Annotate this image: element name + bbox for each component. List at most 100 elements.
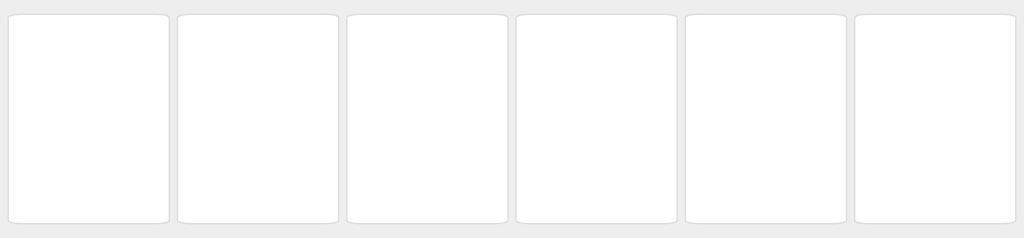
Bar (305, 57, 316, 76)
Bar (886, 24, 897, 33)
Bar (292, 105, 303, 124)
Bar (969, 104, 979, 113)
Bar (953, 92, 965, 101)
Bar (565, 121, 583, 139)
Bar (815, 83, 829, 95)
Bar (279, 33, 290, 52)
Bar (47, 146, 62, 158)
Bar (935, 138, 946, 147)
Bar (546, 121, 563, 139)
Bar (200, 129, 211, 148)
Bar (226, 57, 238, 76)
Bar (745, 54, 760, 65)
Bar (969, 75, 979, 84)
Bar (438, 46, 449, 62)
Bar (200, 57, 211, 76)
Bar (811, 121, 825, 132)
Bar (953, 118, 965, 128)
Bar (365, 153, 397, 161)
Bar (265, 105, 278, 124)
FancyBboxPatch shape (516, 14, 677, 224)
Bar (128, 131, 143, 143)
Bar (357, 69, 369, 85)
Bar (941, 10, 952, 19)
Bar (723, 136, 737, 148)
Bar (370, 92, 380, 109)
Bar (821, 95, 835, 107)
Bar (239, 81, 251, 100)
Bar (250, 156, 266, 170)
Bar (988, 72, 999, 81)
Bar (974, 24, 984, 33)
Bar (906, 12, 918, 22)
Bar (591, 121, 608, 139)
Bar (697, 95, 711, 107)
Bar (964, 17, 975, 27)
Text: # Rows: 5  |  # Seats: 50: # Rows: 5 | # Seats: 50 (547, 208, 646, 217)
Bar (81, 26, 96, 38)
Bar (802, 146, 815, 158)
Text: # Rows: 6  |  # Seats: 72: # Rows: 6 | # Seats: 72 (886, 208, 985, 217)
Bar (906, 92, 916, 101)
Bar (877, 62, 888, 72)
FancyBboxPatch shape (685, 14, 847, 224)
Bar (486, 46, 497, 62)
Bar (630, 99, 648, 117)
Bar (759, 18, 773, 30)
FancyBboxPatch shape (177, 14, 339, 224)
Bar (610, 77, 629, 95)
Bar (239, 57, 251, 76)
Bar (200, 105, 211, 124)
Bar (935, 35, 946, 44)
Bar (864, 52, 876, 61)
Bar (565, 33, 583, 51)
Bar (26, 71, 41, 84)
Bar (47, 38, 62, 50)
Bar (925, 138, 936, 147)
Bar (772, 89, 786, 100)
Text: # Seats: 20: # Seats: 20 (66, 208, 113, 217)
Bar (252, 81, 264, 100)
Bar (200, 81, 211, 100)
Bar (265, 57, 278, 76)
Bar (414, 69, 425, 85)
Bar (81, 158, 96, 170)
Bar (382, 92, 392, 109)
Bar (940, 61, 951, 70)
FancyBboxPatch shape (855, 14, 1016, 224)
Bar (919, 10, 929, 19)
Bar (967, 46, 978, 55)
Bar (565, 99, 583, 117)
Bar (759, 163, 773, 174)
Bar (930, 9, 941, 18)
Bar (879, 92, 890, 101)
Bar (136, 71, 152, 84)
Bar (305, 129, 316, 148)
Bar (382, 46, 392, 62)
Bar (902, 40, 913, 50)
Bar (898, 97, 908, 107)
Bar (721, 64, 735, 76)
Bar (610, 121, 629, 139)
Bar (565, 55, 583, 73)
Bar (630, 77, 648, 95)
Bar (63, 155, 79, 167)
Bar (886, 112, 897, 121)
Bar (438, 69, 449, 85)
Bar (610, 99, 629, 117)
Bar (357, 92, 369, 109)
Bar (899, 69, 910, 78)
Bar (925, 112, 936, 121)
Bar (139, 92, 155, 104)
Bar (745, 123, 759, 135)
Bar (717, 146, 730, 158)
Bar (815, 43, 828, 54)
Bar (935, 86, 946, 95)
Bar (414, 46, 425, 62)
Bar (772, 54, 786, 65)
Bar (773, 123, 786, 135)
Bar (807, 73, 821, 84)
Bar (474, 46, 485, 62)
Bar (226, 129, 238, 148)
Bar (995, 52, 1007, 61)
